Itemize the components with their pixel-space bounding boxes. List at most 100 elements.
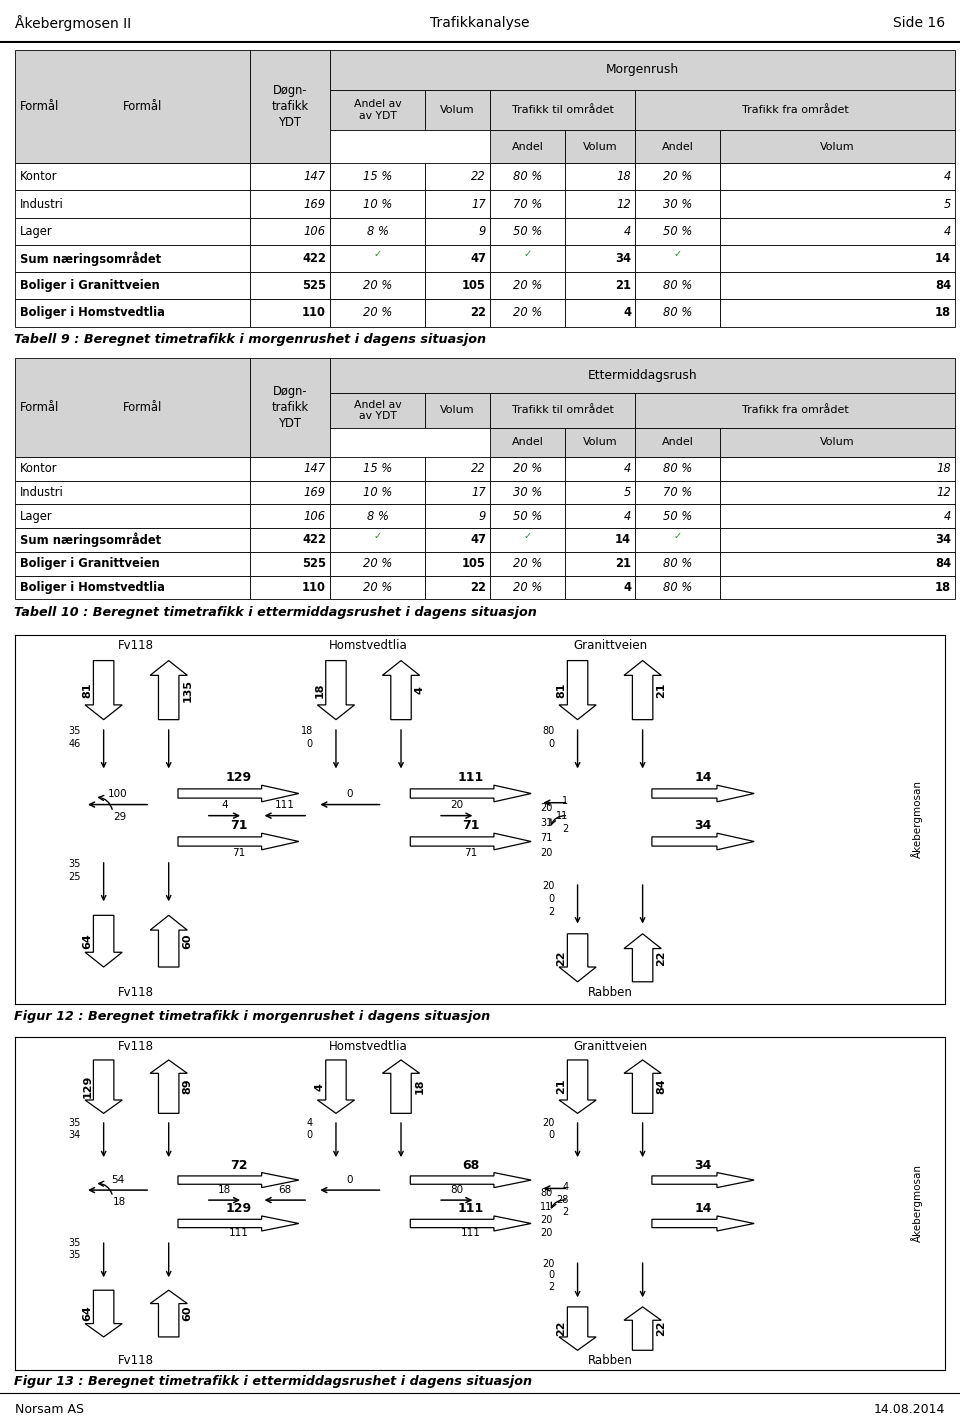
Bar <box>490 163 565 190</box>
Text: 60: 60 <box>182 1306 193 1322</box>
Text: 15 %: 15 % <box>363 170 392 183</box>
Text: 20: 20 <box>542 880 554 890</box>
Text: 20 %: 20 % <box>363 557 392 571</box>
Text: 18: 18 <box>113 1197 126 1207</box>
Text: 0: 0 <box>306 1130 313 1140</box>
Text: 169: 169 <box>304 197 326 210</box>
Text: 20 %: 20 % <box>513 280 542 293</box>
Text: 14: 14 <box>615 534 631 547</box>
FancyArrow shape <box>410 1216 531 1231</box>
Text: 4: 4 <box>563 1181 568 1191</box>
Bar <box>250 244 330 273</box>
Bar <box>425 504 490 528</box>
Bar <box>635 300 720 327</box>
Text: 2: 2 <box>562 824 568 834</box>
Text: Figur 12 : Beregnet timetrafikk i morgenrushet i dagens situasjon: Figur 12 : Beregnet timetrafikk i morgen… <box>14 1010 491 1024</box>
Text: 18: 18 <box>935 307 951 320</box>
Bar <box>490 504 565 528</box>
Bar <box>15 273 250 300</box>
Text: 15 %: 15 % <box>363 462 392 476</box>
Bar <box>635 393 955 427</box>
Text: 18: 18 <box>218 1186 231 1196</box>
Text: 0: 0 <box>306 738 313 748</box>
FancyArrow shape <box>318 1059 354 1113</box>
Text: 2: 2 <box>562 1207 568 1217</box>
Text: 47: 47 <box>470 534 486 547</box>
Text: Volum: Volum <box>583 142 617 152</box>
Text: 31: 31 <box>540 818 553 828</box>
Bar <box>250 190 330 217</box>
Bar <box>250 163 330 190</box>
Bar <box>490 131 565 163</box>
Text: 54: 54 <box>111 1176 124 1186</box>
Text: 111: 111 <box>458 1203 484 1216</box>
Text: 80: 80 <box>450 1186 464 1196</box>
Text: 80: 80 <box>540 1189 553 1198</box>
Text: Trafikk til området: Trafikk til området <box>512 105 613 115</box>
Text: 10 %: 10 % <box>363 486 392 498</box>
Text: 80 %: 80 % <box>662 462 692 476</box>
Bar <box>635 427 720 457</box>
Text: Formål: Formål <box>123 99 161 114</box>
Text: 35: 35 <box>68 1119 81 1129</box>
Bar <box>720 528 955 552</box>
Text: Industri: Industri <box>20 486 63 498</box>
Text: Formål: Formål <box>20 99 60 114</box>
Bar <box>330 504 425 528</box>
Text: 50 %: 50 % <box>513 510 542 523</box>
Text: 71: 71 <box>462 819 479 832</box>
FancyArrow shape <box>178 834 299 849</box>
Text: 17: 17 <box>471 197 486 210</box>
Text: 84: 84 <box>935 557 951 571</box>
Bar <box>490 427 565 457</box>
Text: Andel av
av YDT: Andel av av YDT <box>353 99 401 121</box>
Bar <box>720 427 955 457</box>
Bar <box>490 300 565 327</box>
Text: Fv118: Fv118 <box>118 639 155 652</box>
Text: 111: 111 <box>275 799 295 809</box>
Text: 80 %: 80 % <box>513 170 542 183</box>
Bar <box>425 528 490 552</box>
Bar <box>15 575 250 599</box>
FancyArrow shape <box>382 660 420 720</box>
Text: Tabell 9 : Beregnet timetrafikk i morgenrushet i dagens situasjon: Tabell 9 : Beregnet timetrafikk i morgen… <box>14 332 487 346</box>
Bar <box>720 504 955 528</box>
Text: 20: 20 <box>542 1119 554 1129</box>
Text: Volum: Volum <box>583 437 617 447</box>
Text: 4: 4 <box>624 510 631 523</box>
Text: Homstvedtlia: Homstvedtlia <box>329 1039 408 1054</box>
Text: Volum: Volum <box>820 437 854 447</box>
Bar <box>490 528 565 552</box>
Bar <box>250 528 330 552</box>
Bar <box>635 89 955 131</box>
Bar <box>720 163 955 190</box>
Text: Åkebergmosen II: Åkebergmosen II <box>15 16 132 31</box>
FancyArrow shape <box>178 1173 299 1187</box>
Text: 21: 21 <box>615 280 631 293</box>
Bar <box>490 393 635 427</box>
Text: 30 %: 30 % <box>662 197 692 210</box>
Text: Kontor: Kontor <box>20 170 58 183</box>
Text: 8 %: 8 % <box>367 224 389 237</box>
Text: 4: 4 <box>944 510 951 523</box>
Text: 20 %: 20 % <box>513 462 542 476</box>
Text: 4: 4 <box>944 170 951 183</box>
Text: 169: 169 <box>304 486 326 498</box>
Text: 105: 105 <box>462 280 486 293</box>
Bar <box>15 244 250 273</box>
Bar <box>565 480 635 504</box>
Text: Homstvedtlia: Homstvedtlia <box>329 639 408 652</box>
Bar <box>330 50 955 89</box>
Text: Andel: Andel <box>661 142 693 152</box>
Text: 71: 71 <box>464 848 477 858</box>
Bar <box>635 217 720 244</box>
Bar <box>565 244 635 273</box>
Text: 4: 4 <box>624 224 631 237</box>
Bar <box>425 457 490 480</box>
Text: 22: 22 <box>557 1321 566 1336</box>
Bar <box>565 457 635 480</box>
Text: Boliger i Homstvedtlia: Boliger i Homstvedtlia <box>20 307 165 320</box>
Bar <box>15 504 250 528</box>
Bar <box>330 89 425 131</box>
Text: 110: 110 <box>302 581 326 594</box>
